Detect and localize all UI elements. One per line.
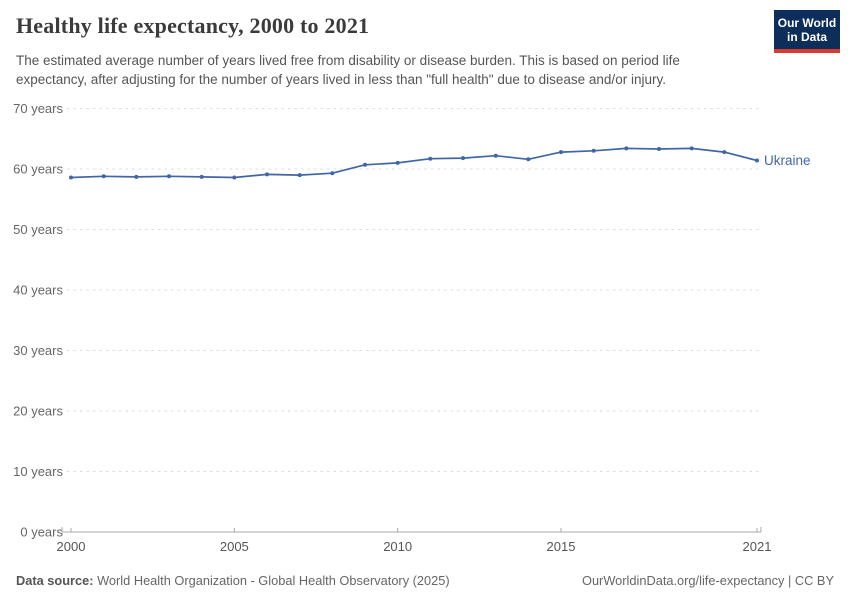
y-axis-tick-label: 60 years: [13, 162, 63, 177]
x-axis-tick-label: 2021: [743, 539, 772, 554]
y-axis-tick-label: 50 years: [13, 222, 63, 237]
data-point: [559, 150, 563, 155]
series-end-label: Ukraine: [764, 153, 811, 168]
owid-logo: Our World in Data: [774, 10, 840, 53]
y-axis-tick-label: 40 years: [13, 283, 63, 298]
data-point: [232, 175, 237, 180]
data-source-note: Data source: World Health Organization -…: [16, 573, 450, 588]
chart-footer: Data source: World Health Organization -…: [16, 573, 834, 588]
data-line: [70, 147, 758, 179]
x-axis-tick-label: 2000: [57, 539, 86, 554]
data-point: [755, 158, 759, 163]
y-axis-tick-label: 20 years: [13, 404, 63, 419]
data-point: [297, 173, 302, 178]
data-point: [69, 175, 73, 180]
data-point: [395, 160, 400, 165]
x-axis-tick-label: 2010: [383, 539, 412, 554]
data-point: [526, 157, 531, 162]
y-axis-tick-label: 10 years: [13, 464, 63, 479]
data-point: [493, 153, 498, 158]
chart-subtitle: The estimated average number of years li…: [16, 52, 761, 89]
y-axis-tick-label: 70 years: [13, 101, 63, 116]
y-axis-tick-label: 0 years: [20, 525, 63, 540]
x-axis-tick-label: 2015: [547, 539, 576, 554]
y-axis-tick-label: 30 years: [13, 343, 63, 358]
data-point: [363, 162, 367, 167]
owid-url-link[interactable]: OurWorldinData.org/life-expectancy | CC …: [581, 573, 834, 588]
x-axis-tick-label: 2005: [220, 539, 249, 554]
data-point: [722, 150, 727, 155]
data-point: [134, 174, 139, 179]
data-point: [330, 171, 335, 176]
data-point: [591, 148, 596, 153]
data-point: [101, 174, 106, 179]
subtitle-line-2: expectancy, after adjusting for the numb…: [16, 71, 666, 87]
data-point: [657, 147, 661, 151]
data-point: [428, 156, 433, 161]
subtitle-line-1: The estimated average number of years li…: [16, 53, 680, 68]
data-point: [167, 174, 171, 179]
data-point: [461, 156, 465, 161]
page-title: Healthy life expectancy, 2000 to 2021: [16, 13, 370, 38]
data-point: [199, 174, 204, 179]
data-point: [265, 172, 269, 177]
data-source-value: World Health Organization - Global Healt…: [93, 573, 450, 588]
owid-logo-line2: in Data: [786, 30, 827, 44]
data-point: [689, 146, 694, 151]
data-source-label: Data source:: [16, 573, 94, 588]
owid-logo-line1: Our World: [777, 16, 837, 30]
data-point: [624, 146, 629, 151]
